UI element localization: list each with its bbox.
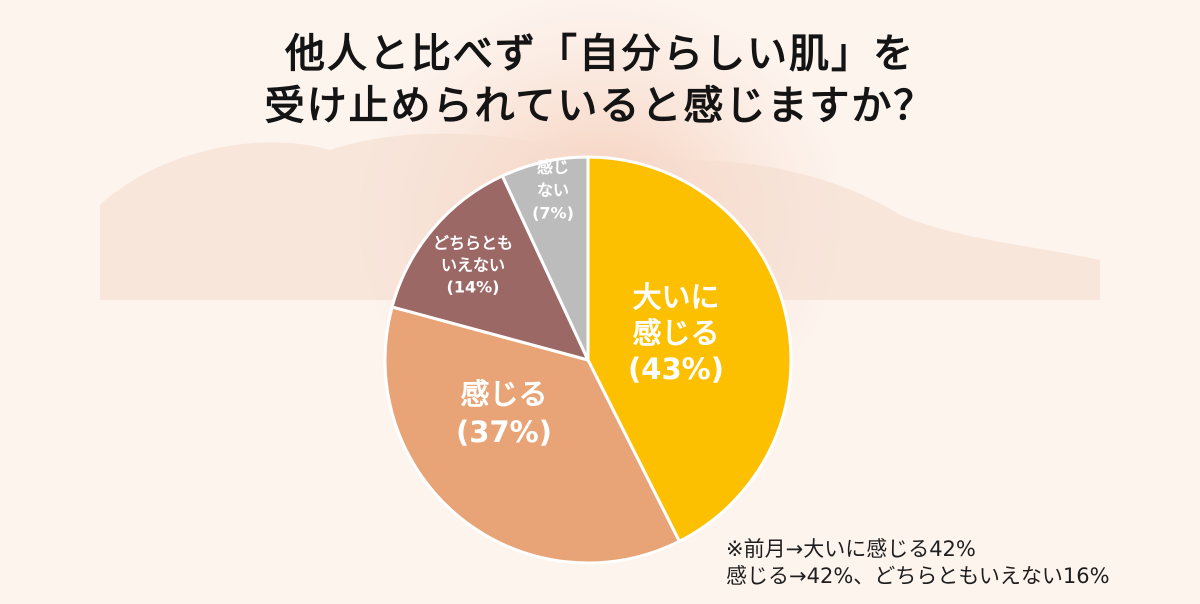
- slice-label-3-line-2: いえない: [441, 256, 505, 275]
- pie-slice-3: [390, 174, 590, 362]
- slice-label-2-line-1: 感じる: [460, 377, 547, 411]
- pie-slice-4: [500, 155, 590, 362]
- title-line-1: 他人と比べず「自分らしい肌」を: [285, 31, 915, 77]
- pie-slice-1: [586, 155, 793, 543]
- chart-title: 他人と比べず「自分らしい肌」を 受け止められていると感じますか？: [0, 28, 1200, 132]
- slice-label-1-line-3: (43%): [628, 352, 724, 386]
- title-line-2: 受け止められていると感じますか？: [264, 83, 936, 129]
- slice-label-4-line-1: 感じ: [537, 158, 569, 177]
- slice-label-4-line-3: (7%): [532, 204, 574, 223]
- slice-label-1-line-2: 感じる: [632, 316, 719, 350]
- slice-label-1-line-1: 大いに: [632, 280, 719, 314]
- slice-label-2-line-2: (37%): [456, 415, 552, 449]
- pie-slice-2: [383, 305, 681, 565]
- note-line-2: 感じる→42%、どちらともいえない16%: [726, 564, 1110, 588]
- slice-label-4-line-2: ない: [537, 181, 569, 200]
- previous-month-note: ※前月→大いに感じる42% 感じる→42%、どちらともいえない16%: [726, 536, 1110, 590]
- note-line-1: ※前月→大いに感じる42%: [726, 537, 976, 561]
- slice-label-3-line-1: どちらとも: [433, 234, 513, 253]
- slice-label-3-line-3: (14%): [447, 278, 500, 297]
